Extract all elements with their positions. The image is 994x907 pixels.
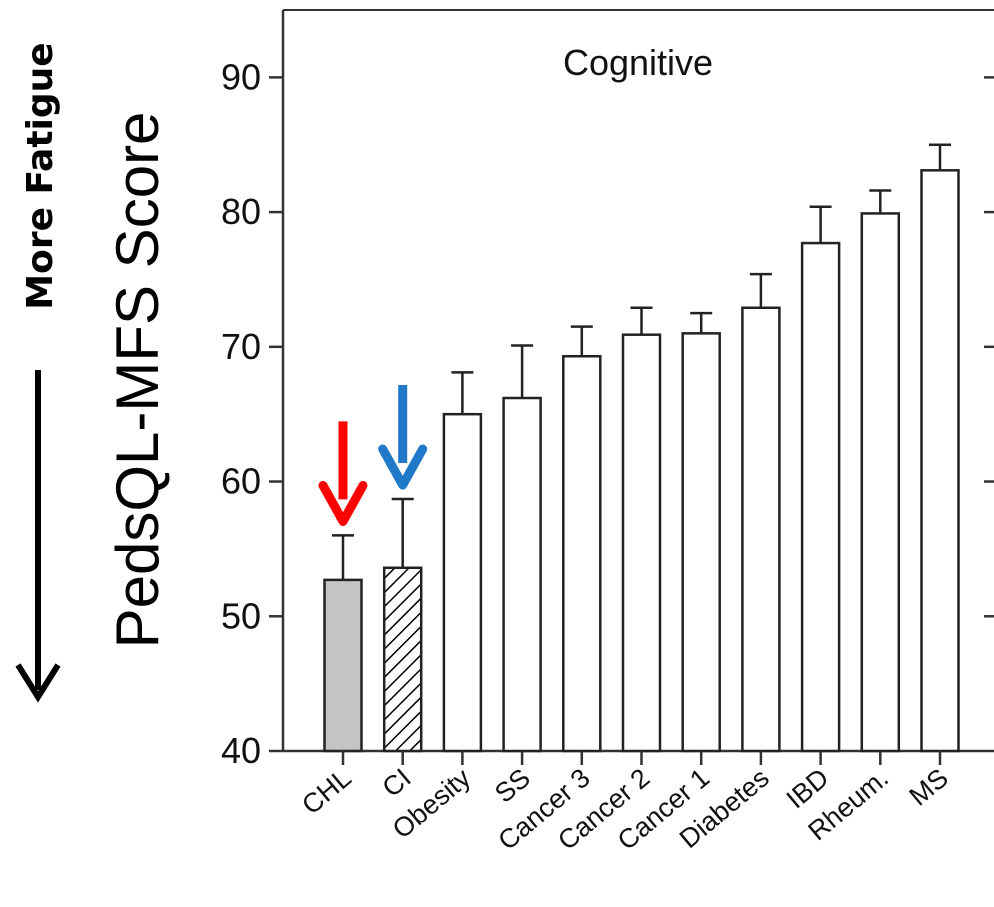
y-ticks: 40 50 60 70 80 90: [221, 56, 994, 771]
bar-ms: [920, 169, 960, 753]
y-tick-label: 60: [221, 461, 261, 502]
highlight-arrow-head: [378, 444, 428, 490]
panel-label: Cognitive: [563, 42, 713, 83]
category-label: MS: [904, 763, 954, 812]
y-tick-label: 40: [221, 730, 261, 771]
bar-ci: [382, 566, 423, 753]
highlight-arrows: [318, 385, 428, 526]
bar-diabetes: [741, 306, 781, 753]
bars: [323, 143, 960, 753]
bar-cancer-2: [621, 333, 662, 753]
bar-cancer-3: [562, 354, 602, 753]
y-axis-label: PedsQL-MFS Score: [104, 112, 171, 649]
bar-rheum-: [860, 212, 901, 753]
y-tick-label: 50: [221, 595, 261, 636]
bar-cancer-1: [681, 332, 721, 753]
side-fatigue-label: More Fatigue: [20, 42, 61, 309]
y-tick-label: 90: [221, 56, 261, 97]
category-label: CHL: [296, 763, 357, 821]
bar-obesity: [442, 412, 483, 753]
category-label: CI: [377, 763, 417, 803]
y-tick-label: 80: [221, 191, 261, 232]
fatigue-arrow-head: [15, 663, 61, 703]
bar-ss: [502, 396, 542, 753]
bar-ibd: [800, 241, 841, 753]
y-tick-label: 70: [221, 326, 261, 367]
bar-chl: [323, 578, 363, 753]
highlight-arrow-head: [318, 480, 368, 526]
